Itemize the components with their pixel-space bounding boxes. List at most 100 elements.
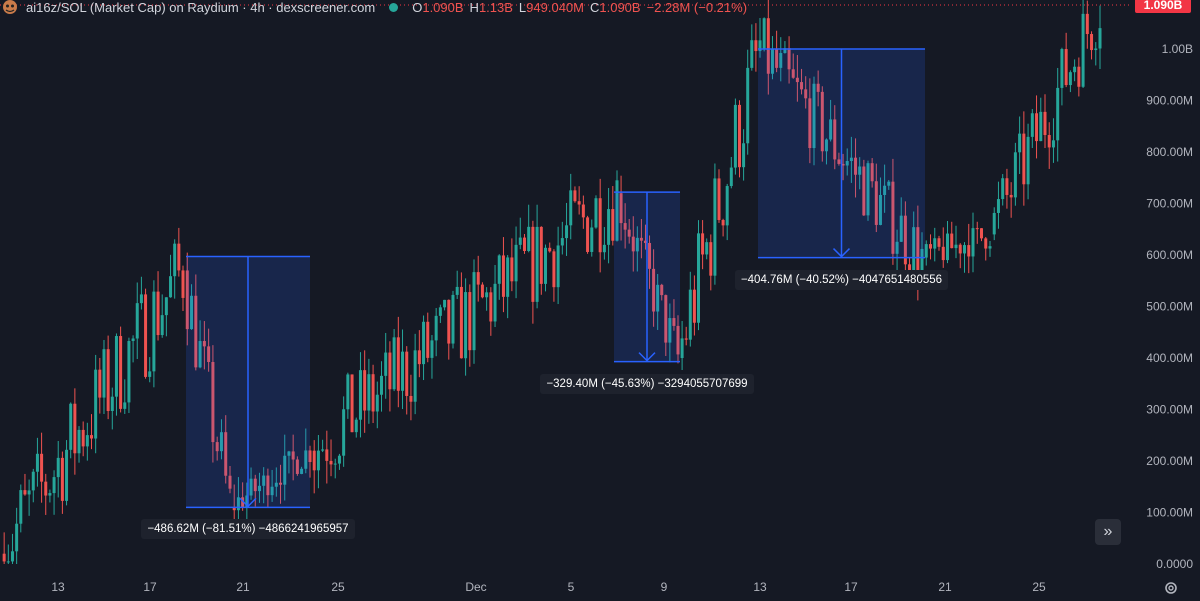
candle: [950, 221, 954, 249]
candle: [775, 30, 779, 73]
candle: [215, 436, 219, 461]
candle: [241, 482, 245, 511]
candle: [485, 287, 489, 311]
candle: [202, 321, 206, 370]
candle: [160, 294, 164, 338]
candle: [552, 249, 556, 302]
candle: [845, 148, 849, 176]
candle: [988, 241, 992, 257]
candle: [725, 183, 729, 241]
candle: [787, 36, 791, 84]
candle: [65, 440, 69, 506]
candle: [762, 17, 766, 52]
candle: [287, 450, 291, 474]
candle: [639, 219, 643, 259]
candle: [984, 236, 988, 261]
candle: [283, 434, 287, 501]
candle: [413, 333, 417, 415]
candle: [443, 299, 447, 311]
candle: [664, 294, 668, 356]
candle: [733, 98, 737, 175]
candle: [300, 466, 304, 475]
candle: [992, 207, 996, 241]
candle: [586, 215, 590, 254]
candle: [514, 226, 518, 299]
candle: [401, 329, 405, 410]
measure-box[interactable]: [758, 48, 925, 259]
x-tick-label: 25: [331, 580, 345, 594]
measure-box[interactable]: [186, 255, 310, 509]
candle: [257, 472, 261, 503]
candle: [392, 329, 396, 392]
gear-icon: [1165, 582, 1177, 594]
candle: [660, 283, 664, 301]
candle: [721, 218, 725, 237]
candle: [643, 224, 647, 250]
candle: [1005, 168, 1009, 209]
candle: [304, 428, 308, 474]
candle: [1035, 95, 1039, 159]
candle: [933, 227, 937, 262]
candle: [81, 421, 85, 457]
candle: [556, 226, 560, 305]
candle: [569, 173, 573, 240]
candle: [19, 484, 23, 533]
candle: [770, 36, 774, 80]
scroll-to-realtime-button[interactable]: »: [1095, 519, 1121, 545]
candle: [941, 227, 945, 268]
candle: [688, 271, 692, 347]
settings-button[interactable]: [1163, 580, 1179, 596]
candle: [1073, 59, 1077, 82]
candle: [967, 223, 971, 274]
y-tick-label: 0.0000: [1156, 557, 1193, 571]
candle: [363, 350, 367, 433]
candle: [2, 532, 6, 564]
candle: [692, 275, 696, 336]
measure-box[interactable]: [614, 191, 680, 363]
x-tick-label: 5: [568, 580, 575, 594]
candle: [1068, 70, 1072, 93]
candle: [127, 337, 131, 414]
candle: [194, 274, 198, 371]
chart-title: ai16z/SOL (Market Cap) on Raydium · 4h ·…: [26, 0, 376, 15]
candle: [1051, 118, 1055, 163]
measure-label: −486.62M (−81.51%) −4866241965957: [141, 519, 355, 540]
candle: [709, 234, 713, 291]
candle: [1018, 116, 1022, 175]
close-label: C: [589, 0, 600, 15]
candle: [279, 464, 283, 504]
candle: [858, 157, 862, 190]
candle: [611, 186, 615, 246]
candle: [1022, 111, 1026, 206]
candle: [10, 533, 14, 564]
candle: [824, 138, 828, 165]
candle: [190, 284, 194, 330]
candle: [350, 374, 354, 433]
candle: [697, 220, 700, 331]
candle: [963, 242, 966, 273]
candle: [325, 430, 329, 484]
candle: [924, 240, 928, 266]
candle: [388, 341, 392, 412]
candle: [228, 465, 232, 494]
candle: [635, 226, 639, 272]
candle: [438, 304, 442, 323]
y-tick-label: 200.00M: [1146, 454, 1193, 468]
candle: [738, 100, 741, 178]
candle: [245, 482, 249, 526]
candle: [754, 23, 758, 72]
candle: [758, 17, 762, 58]
candle: [742, 129, 746, 181]
x-tick-label: 17: [844, 580, 858, 594]
candle: [123, 379, 127, 414]
candle: [52, 470, 56, 515]
candle: [342, 396, 346, 467]
candle: [870, 158, 874, 188]
candle: [464, 278, 468, 376]
candle: [15, 507, 19, 564]
candle: [337, 453, 341, 470]
candle: [1060, 47, 1064, 106]
candle: [131, 335, 135, 363]
candle: [409, 374, 413, 421]
